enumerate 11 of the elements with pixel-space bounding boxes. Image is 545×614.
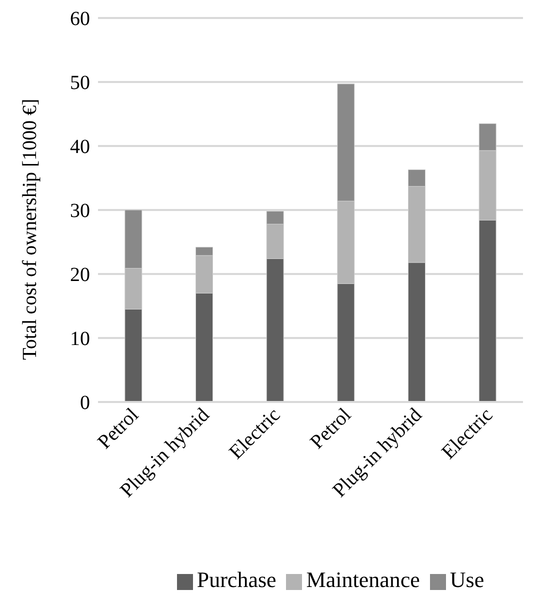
legend-label: Use <box>450 567 484 592</box>
legend-label: Purchase <box>196 567 276 592</box>
y-axis-title: Total cost of ownership [1000 €] <box>19 98 42 360</box>
y-tick-label: 40 <box>70 136 90 158</box>
y-tick-label: 30 <box>70 200 90 222</box>
y-tick-label: 50 <box>70 72 90 94</box>
y-tick-label: 20 <box>70 264 90 286</box>
y-tick-label: 0 <box>80 392 90 414</box>
legend-label: Maintenance <box>306 567 420 592</box>
y-tick-label: 60 <box>70 8 90 30</box>
y-tick-label: 10 <box>70 328 90 350</box>
